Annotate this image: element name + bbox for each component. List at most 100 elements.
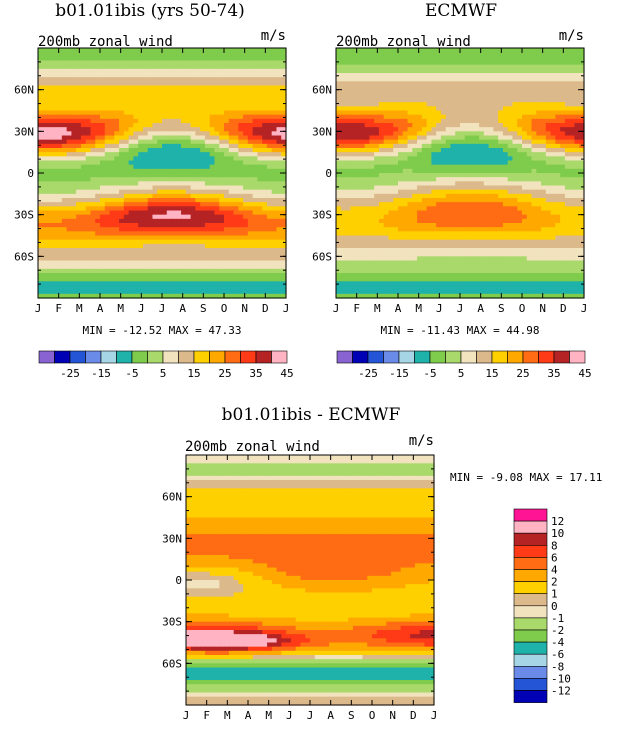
heatmap-cell (38, 102, 44, 107)
heatmap-cell (90, 143, 96, 149)
heatmap-cell (340, 102, 347, 107)
heatmap-cell (569, 168, 576, 174)
heatmap-cell (190, 148, 196, 153)
heatmap-cell (166, 260, 173, 266)
heatmap-cell (90, 227, 96, 232)
heatmap-cell (233, 85, 239, 91)
heatmap-cell (171, 198, 177, 203)
heatmap-cell (407, 185, 413, 191)
heatmap-cell (123, 239, 130, 245)
heatmap-cell (152, 256, 158, 262)
heatmap-cell (336, 60, 342, 66)
heatmap-cell (560, 60, 566, 66)
heatmap-cell (204, 281, 211, 287)
heatmap-cell (393, 77, 399, 82)
heatmap-cell (119, 260, 125, 266)
heatmap-cell (569, 102, 576, 107)
heatmap-cell (219, 64, 225, 70)
heatmap-cell (564, 85, 571, 91)
heatmap-cell (440, 98, 447, 103)
heatmap-cell (493, 177, 499, 182)
heatmap-cell (479, 148, 485, 153)
heatmap-cell (90, 156, 96, 162)
heatmap-cell (181, 285, 187, 291)
heatmap-cell (219, 227, 225, 232)
heatmap-cell (531, 77, 537, 82)
heatmap-cell (128, 89, 134, 95)
heatmap-cell (340, 181, 347, 187)
heatmap-cell (407, 168, 413, 174)
heatmap-cell (271, 239, 278, 245)
heatmap-cell (224, 77, 230, 82)
heatmap-cell (61, 148, 68, 153)
heatmap-cell (104, 185, 111, 191)
heatmap-cell (359, 85, 366, 91)
heatmap-cell (61, 93, 68, 99)
heatmap-cell (233, 123, 239, 128)
heatmap-cell (100, 198, 106, 203)
heatmap-cell (100, 93, 106, 99)
heatmap-cell (114, 164, 120, 170)
heatmap-cell (142, 114, 149, 120)
heatmap-cell (100, 89, 106, 95)
heatmap-cell (402, 118, 409, 124)
heatmap-cell (421, 148, 428, 153)
heatmap-cell (104, 281, 111, 287)
heatmap-cell (190, 110, 196, 116)
heatmap-cell (393, 181, 399, 187)
heatmap-cell (579, 56, 585, 62)
heatmap-cell (266, 102, 273, 107)
heatmap-cell (38, 248, 44, 253)
heatmap-cell (271, 114, 278, 120)
heatmap-cell (214, 256, 220, 262)
heatmap-cell (138, 268, 144, 274)
heatmap-cell (204, 127, 211, 132)
heatmap-cell (204, 210, 211, 216)
heatmap-cell (119, 164, 125, 170)
heatmap-cell (61, 285, 68, 291)
heatmap-cell (195, 143, 201, 149)
heatmap-cell (181, 289, 187, 295)
heatmap-cell (128, 168, 134, 174)
heatmap-cell (262, 168, 268, 174)
heatmap-cell (52, 118, 58, 124)
heatmap-cell (209, 164, 216, 170)
heatmap-cell (233, 260, 239, 266)
heatmap-cell (276, 164, 282, 170)
heatmap-cell (38, 131, 44, 137)
heatmap-cell (138, 98, 144, 103)
heatmap-cell (378, 77, 385, 82)
heatmap-cell (147, 60, 154, 66)
heatmap-cell (393, 160, 399, 166)
heatmap-cell (569, 106, 576, 112)
heatmap-cell (52, 131, 58, 137)
heatmap-cell (162, 156, 168, 162)
heatmap-cell (266, 81, 273, 87)
heatmap-cell (200, 277, 206, 282)
heatmap-cell (219, 106, 225, 112)
heatmap-cell (436, 152, 442, 157)
heatmap-cell (71, 235, 77, 241)
heatmap-cell (247, 89, 254, 95)
heatmap-cell (142, 235, 149, 241)
heatmap-cell (181, 81, 187, 87)
heatmap-cell (517, 127, 523, 132)
heatmap-cell (398, 98, 404, 103)
heatmap-cell (412, 56, 418, 62)
heatmap-cell (266, 235, 273, 241)
heatmap-cell (417, 114, 423, 120)
heatmap-cell (378, 127, 385, 132)
heatmap-cell (247, 281, 254, 287)
heatmap-cell (142, 85, 149, 91)
heatmap-cell (336, 110, 342, 116)
heatmap-cell (393, 81, 399, 87)
heatmap-cell (190, 127, 196, 132)
heatmap-cell (252, 260, 258, 266)
heatmap-cell (257, 85, 263, 91)
heatmap-cell (76, 131, 82, 137)
heatmap-cell (133, 273, 139, 278)
heatmap-cell (276, 189, 282, 195)
heatmap-cell (142, 139, 149, 145)
heatmap-cell (85, 268, 92, 274)
heatmap-cell (271, 218, 278, 224)
